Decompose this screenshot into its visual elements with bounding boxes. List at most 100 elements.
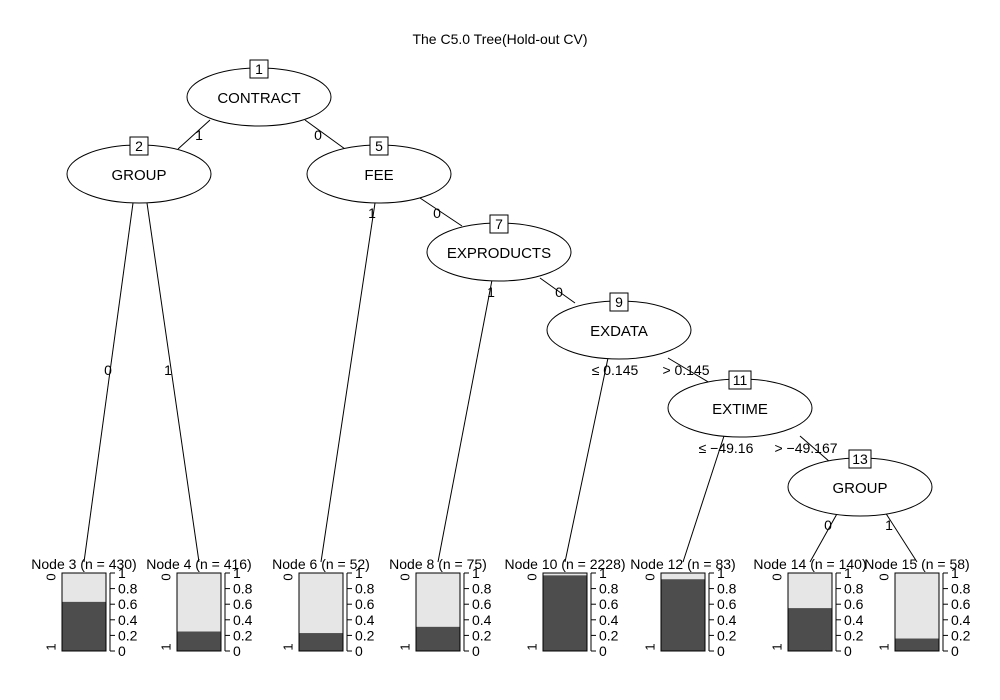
edge-label: 0: [314, 127, 322, 143]
node-id-box: [848, 449, 872, 469]
y-tick-label: 0.6: [118, 596, 138, 612]
node-id-box: [728, 370, 752, 390]
node-label: EXTIME: [712, 401, 768, 418]
class-label: 0: [158, 573, 173, 580]
bar-segment-class-1: [299, 633, 343, 651]
y-tick-label: 0: [951, 643, 959, 659]
inner-node-2: GROUP 2: [66, 136, 212, 204]
y-tick-label: 1: [472, 565, 480, 581]
inner-node-9: EXDATA 9: [546, 292, 692, 360]
terminal-node-7: Node 15 (n = 58)01 00.20.40.60.81: [864, 556, 970, 659]
y-tick-label: 1: [951, 565, 959, 581]
terminal-node-6: Node 14 (n = 140)01 00.20.40.60.81: [753, 556, 866, 659]
node-id-box: [489, 214, 509, 234]
y-tick-label: 0.4: [599, 612, 619, 628]
edge-label: 1: [487, 284, 495, 300]
class-label: 1: [158, 643, 173, 650]
bar-segment-class-0: [62, 573, 106, 602]
y-tick-label: 0: [233, 643, 241, 659]
edge-label: ≤ −49.16: [699, 440, 754, 456]
terminal-node-label: Node 6 (n = 52): [272, 556, 370, 572]
y-tick-label: 0.8: [717, 581, 737, 597]
node-id: 1: [255, 61, 263, 77]
bar-segment-class-1: [177, 631, 221, 651]
y-tick-label: 0: [599, 643, 607, 659]
class-label: 0: [524, 573, 539, 580]
y-tick-label: 0.4: [951, 612, 971, 628]
terminal-node-3: Node 8 (n = 75)01 00.20.40.60.81: [389, 556, 492, 659]
class-label: 1: [280, 643, 295, 650]
node-id: 11: [733, 372, 748, 388]
y-tick-label: 0.2: [472, 627, 492, 643]
y-tick-label: 0: [717, 643, 725, 659]
bar-outline: [660, 572, 706, 652]
class-label: 1: [524, 643, 539, 650]
bar-segment-class-1: [788, 608, 832, 651]
y-tick-label: 0.6: [717, 596, 737, 612]
edge-2-3: [83, 202, 134, 563]
terminal-node-4: Node 10 (n = 2228)01 00.20.40.60.81: [504, 556, 625, 659]
bar-segment-class-1: [62, 601, 106, 651]
bar-segment-class-0: [299, 573, 343, 634]
terminal-node-0: Node 3 (n = 430)01 00.20.40.60.81: [31, 556, 137, 659]
edge-label: 0: [824, 517, 832, 533]
node-id-box: [249, 59, 269, 79]
bar-outline: [176, 572, 222, 652]
edge-labels: 1 0 0 1 1 0 1 0 ≤ 0.145 > 0.145 ≤ −49.16…: [104, 127, 893, 533]
node-id: 7: [495, 216, 503, 232]
terminal-node-label: Node 3 (n = 430): [31, 556, 136, 572]
y-tick-label: 0: [472, 643, 480, 659]
y-tick-label: 0: [355, 643, 363, 659]
edge-5-7: [419, 197, 463, 227]
y-tick-label: 0.2: [233, 627, 253, 643]
edge-label: 1: [195, 127, 203, 143]
y-tick-label: 0.4: [844, 612, 864, 628]
edge-9-11: [667, 357, 711, 384]
y-tick-label: 1: [717, 565, 725, 581]
y-tick-label: 0.8: [951, 581, 971, 597]
class-label: 0: [642, 573, 657, 580]
y-tick-label: 0.4: [355, 612, 375, 628]
y-tick-label: 1: [599, 565, 607, 581]
node-id: 9: [615, 294, 623, 310]
edge-label: ≤ 0.145: [592, 362, 639, 378]
y-tick-label: 0.6: [472, 596, 492, 612]
edge-7-9: [539, 277, 576, 304]
edge-label: 0: [433, 205, 441, 221]
class-label: 1: [642, 643, 657, 650]
edge-1-2: [177, 119, 211, 150]
edge-label: 1: [164, 362, 172, 378]
terminal-node-label: Node 12 (n = 83): [630, 556, 735, 572]
y-tick-label: 0.6: [599, 596, 619, 612]
y-tick-label: 0.6: [355, 596, 375, 612]
terminal-node-1: Node 4 (n = 416)01 00.20.40.60.81: [146, 556, 252, 659]
node-label: FEE: [364, 167, 393, 184]
y-tick-label: 0.2: [599, 627, 619, 643]
y-tick-label: 0.8: [472, 581, 492, 597]
inner-node-13: GROUP 13: [787, 449, 933, 517]
bar-outline: [787, 572, 833, 652]
edge-label: 0: [555, 284, 563, 300]
y-tick-label: 0.8: [355, 581, 375, 597]
bar-outline: [894, 572, 940, 652]
bar-segment-class-0: [661, 573, 705, 580]
terminal-node-2: Node 6 (n = 52)01 00.20.40.60.81: [272, 556, 375, 659]
bar-segment-class-0: [543, 573, 587, 576]
y-tick-label: 0: [118, 643, 126, 659]
bar-outline: [415, 572, 461, 652]
y-tick-label: 0.2: [717, 627, 737, 643]
edge-label: > −49.167: [774, 440, 837, 456]
edge-2-4: [146, 202, 200, 563]
bar-segment-class-1: [661, 579, 705, 651]
bar-segment-class-1: [543, 575, 587, 651]
class-label: 0: [876, 573, 891, 580]
edge-label: 1: [885, 517, 893, 533]
y-tick-label: 0.2: [355, 627, 375, 643]
class-label: 1: [397, 643, 412, 650]
edge-9-10: [564, 357, 609, 563]
y-tick-label: 1: [118, 565, 126, 581]
edge-11-12: [682, 435, 725, 563]
node-label: EXDATA: [590, 323, 648, 340]
y-tick-label: 1: [355, 565, 363, 581]
